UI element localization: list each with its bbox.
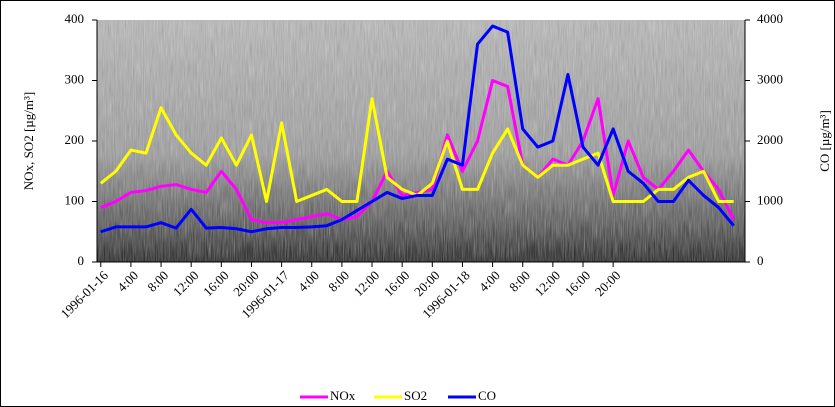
series-line xyxy=(100,79,736,225)
y2-tick-label: 1000 xyxy=(757,192,783,207)
y2-tick-label: 0 xyxy=(757,253,764,268)
series-line xyxy=(100,24,735,234)
plot-area xyxy=(99,24,736,234)
legend-label: SO2 xyxy=(404,388,427,403)
legend-label: CO xyxy=(478,388,496,403)
legend-label: NOx xyxy=(330,388,356,403)
y2-axis-label: CO [µg/m³] xyxy=(817,110,832,172)
y-tick-label: 100 xyxy=(65,192,85,207)
y-tick-label: 200 xyxy=(65,132,85,147)
y2-tick-label: 4000 xyxy=(757,11,783,26)
y-tick-label: 300 xyxy=(65,71,85,86)
y-tick-label: 400 xyxy=(65,11,85,26)
y2-tick-label: 3000 xyxy=(757,71,783,86)
echogram-noise xyxy=(97,20,745,262)
y2-tick-label: 2000 xyxy=(757,132,783,147)
y-axis-label: NOx, SO2 [µg/m³] xyxy=(21,92,36,190)
y-tick-label: 0 xyxy=(78,253,85,268)
